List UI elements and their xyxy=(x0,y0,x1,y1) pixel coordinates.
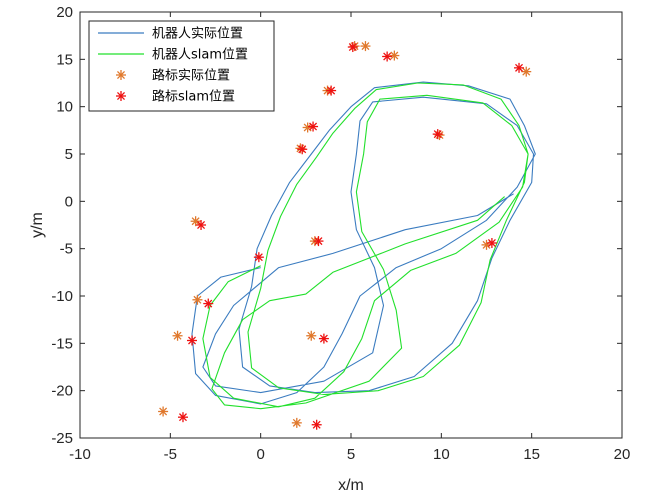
landmark-marker-2-7 xyxy=(521,66,532,77)
x-tick-label-0: -10 xyxy=(69,446,91,463)
x-tick-label-5: 15 xyxy=(523,446,540,463)
y-tick-label-0: -25 xyxy=(51,430,73,447)
x-axis-label: x/m xyxy=(338,477,364,494)
legend-label-0: 机器人实际位置 xyxy=(152,27,243,42)
series-line-0 xyxy=(191,81,536,405)
landmark-marker-3-8 xyxy=(313,236,324,247)
landmark-marker-3-2 xyxy=(326,85,337,96)
x-tick-label-6: 20 xyxy=(614,446,631,463)
series-line-1 xyxy=(202,82,529,410)
legend-label-1: 机器人slam位置 xyxy=(152,48,248,63)
legend-swatch-3 xyxy=(116,91,126,101)
y-tick-label-5: 0 xyxy=(65,193,73,210)
y-tick-label-9: 20 xyxy=(56,4,73,21)
landmark-marker-3-12 xyxy=(187,335,198,346)
landmark-marker-2-14 xyxy=(158,406,169,417)
y-axis-label: y/m xyxy=(29,212,46,238)
x-tick-label-2: 0 xyxy=(256,446,264,463)
y-tick-label-4: -5 xyxy=(60,241,73,258)
landmark-marker-3-9 xyxy=(486,237,497,248)
series-layer xyxy=(158,41,536,430)
landmark-marker-2-8 xyxy=(190,216,201,227)
landmark-marker-2-2 xyxy=(389,50,400,61)
landmark-marker-3-7 xyxy=(196,220,207,230)
x-tick-label-3: 5 xyxy=(347,446,355,463)
landmark-marker-3-14 xyxy=(177,412,188,423)
plot-area: -10 -5 0 5 10 15 20 -25 -20 -15 -10 -5 0 5 10 15 20 机器人实… xyxy=(51,4,630,463)
landmark-marker-3-15 xyxy=(311,419,322,430)
landmark-marker-2-11 xyxy=(192,294,203,305)
legend-label-2: 路标实际位置 xyxy=(152,68,230,84)
landmark-marker-2-12 xyxy=(172,330,183,341)
landmark-marker-2-1 xyxy=(360,41,371,52)
y-tick-label-1: -20 xyxy=(51,383,73,400)
axes: -10 -5 0 5 10 15 20 -25 -20 -15 -10 -5 0 5 10 15 20 xyxy=(51,4,630,463)
landmark-marker-3-0 xyxy=(347,42,358,53)
landmark-marker-3-11 xyxy=(203,298,214,309)
landmark-marker-3-13 xyxy=(318,333,329,344)
landmark-marker-3-5 xyxy=(432,129,443,140)
y-tick-label-3: -10 xyxy=(51,288,73,305)
landmark-marker-3-3 xyxy=(308,121,319,132)
y-tick-label-2: -15 xyxy=(51,335,73,352)
legend-swatch-2 xyxy=(116,70,126,80)
x-tick-label-1: -5 xyxy=(164,446,177,463)
landmark-marker-2-15 xyxy=(291,417,302,428)
y-tick-label-6: 5 xyxy=(65,146,73,163)
y-tick-label-7: 10 xyxy=(56,99,73,116)
y-tick-label-8: 15 xyxy=(56,51,73,68)
landmark-marker-3-4 xyxy=(297,144,308,155)
landmark-marker-3-6 xyxy=(514,62,525,73)
x-tick-label-4: 10 xyxy=(433,446,450,463)
legend-label-3: 路标slam位置 xyxy=(152,89,235,105)
landmark-marker-2-13 xyxy=(306,330,317,341)
landmark-marker-3-10 xyxy=(253,252,264,263)
landmark-marker-3-1 xyxy=(382,51,393,62)
